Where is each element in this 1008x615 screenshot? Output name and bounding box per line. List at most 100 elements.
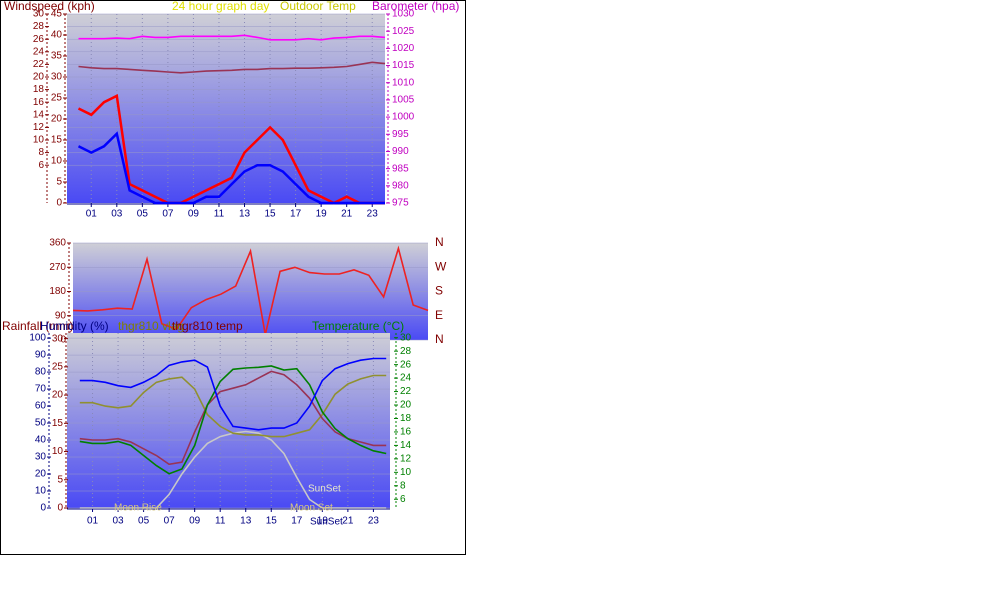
x-tick-label: 13 — [240, 516, 252, 527]
x-tick-label: 15 — [264, 209, 276, 220]
x-tick-label: 13 — [239, 209, 251, 220]
y3-tick-label: 20 — [51, 114, 63, 125]
y-tick-label: 22 — [33, 59, 45, 70]
y2-tick-label: 1030 — [392, 9, 415, 20]
y2-tick-label: 1015 — [392, 60, 415, 71]
y2-tick-label: 980 — [392, 180, 409, 191]
y2-tick-label: 8 — [400, 480, 406, 491]
plot-area — [67, 14, 385, 203]
axis-title: Temperature (°C) — [312, 319, 404, 333]
x-tick-label: 09 — [188, 209, 200, 220]
x-tick-label: 01 — [86, 209, 98, 220]
y-tick-label: 60 — [35, 401, 47, 412]
y2-tick-label: 985 — [392, 163, 409, 174]
y3-tick-label: 25 — [51, 93, 63, 104]
direction-label: E — [435, 308, 443, 322]
y-tick-label: 0 — [40, 503, 46, 514]
axis-title: 24 hour graph day — [172, 0, 269, 13]
y-tick-label: 18 — [33, 84, 45, 95]
y3-tick-label: 10 — [52, 446, 64, 457]
series-line — [78, 34, 386, 41]
y2-tick-label: 6 — [400, 494, 406, 505]
axis-title: Outdoor Temp — [280, 0, 356, 13]
y-tick-label: 0 — [60, 335, 66, 346]
annotation: Moon Set — [290, 503, 333, 514]
y-tick-label: 10 — [35, 486, 47, 497]
axis-title: thgr810 temp — [172, 319, 243, 333]
y3-tick-label: 20 — [52, 390, 64, 401]
x-tick-label: 09 — [189, 516, 201, 527]
y-tick-label: 70 — [35, 384, 47, 395]
x-tick-label: 23 — [367, 209, 379, 220]
x-tick-label: 11 — [215, 516, 226, 527]
axis-title: Windspeed (kph) — [4, 0, 95, 13]
y-tick-label: 50 — [35, 418, 47, 429]
y2-tick-label: 26 — [400, 359, 412, 370]
y3-tick-label: 40 — [51, 30, 63, 41]
y-tick-label: 16 — [33, 97, 45, 108]
annotation: Moon Rise — [114, 503, 162, 514]
y-tick-label: 80 — [35, 367, 47, 378]
direction-label: N — [435, 235, 444, 249]
x-tick-label: 11 — [214, 209, 225, 220]
y2-tick-label: 1010 — [392, 77, 415, 88]
y2-tick-label: 1000 — [392, 112, 415, 123]
y-tick-label: 20 — [35, 469, 47, 480]
x-tick-label: 19 — [316, 209, 328, 220]
y-tick-label: 180 — [49, 286, 66, 297]
y3-tick-label: 5 — [56, 177, 62, 188]
x-tick-label: 05 — [138, 516, 150, 527]
y3-tick-label: 15 — [52, 418, 64, 429]
x-tick-label: 03 — [111, 209, 123, 220]
direction-label: W — [435, 259, 447, 273]
axis-title: Humidity (%) — [40, 319, 109, 333]
y2-tick-label: 1020 — [392, 43, 415, 54]
y3-tick-label: 45 — [51, 9, 63, 20]
x-tick-label: 15 — [266, 516, 278, 527]
x-tick-label: 21 — [342, 516, 354, 527]
y-tick-label: 14 — [33, 109, 45, 120]
y-tick-label: 100 — [29, 333, 46, 344]
y2-tick-label: 28 — [400, 346, 412, 357]
direction-label: S — [435, 284, 443, 298]
y2-tick-label: 20 — [400, 400, 412, 411]
y2-tick-label: 16 — [400, 427, 412, 438]
y-tick-label: 28 — [33, 21, 45, 32]
y3-tick-label: 25 — [52, 362, 64, 373]
y2-tick-label: 995 — [392, 129, 409, 140]
y2-tick-label: 10 — [400, 467, 412, 478]
x-tick-label: 21 — [341, 209, 353, 220]
annotation: SunSet — [308, 484, 341, 495]
y3-tick-label: 10 — [51, 156, 63, 167]
y2-tick-label: 14 — [400, 440, 412, 451]
y-tick-label: 40 — [35, 435, 47, 446]
axis-title: Rainfall (mm) — [2, 319, 73, 333]
x-tick-label: 23 — [368, 516, 380, 527]
y-tick-label: 26 — [33, 34, 45, 45]
y2-tick-label: 990 — [392, 146, 409, 157]
y2-tick-label: 24 — [400, 373, 412, 384]
y-tick-label: 90 — [35, 350, 47, 361]
series-line — [78, 61, 386, 74]
series-line — [79, 370, 387, 466]
y-tick-label: 270 — [49, 262, 66, 273]
y-tick-label: 6 — [38, 160, 44, 171]
annotation: SunSet — [310, 517, 343, 528]
y2-tick-label: 1025 — [392, 26, 415, 37]
x-tick-label: 07 — [164, 516, 176, 527]
y-tick-label: 10 — [33, 135, 45, 146]
x-tick-label: 07 — [162, 209, 174, 220]
x-tick-label: 19 — [317, 516, 329, 527]
y3-tick-label: 0 — [56, 198, 62, 209]
x-tick-label: 03 — [113, 516, 125, 527]
y3-tick-label: 30 — [52, 333, 64, 344]
series-line — [77, 131, 385, 205]
y2-tick-label: 22 — [400, 386, 412, 397]
y3-tick-label: 0 — [57, 503, 63, 514]
y2-tick-label: 975 — [392, 198, 409, 209]
direction-label: N — [435, 332, 444, 346]
axis-title: thgr810 vlag — [118, 319, 184, 333]
y3-tick-label: 15 — [51, 135, 63, 146]
y3-tick-label: 5 — [57, 474, 63, 485]
